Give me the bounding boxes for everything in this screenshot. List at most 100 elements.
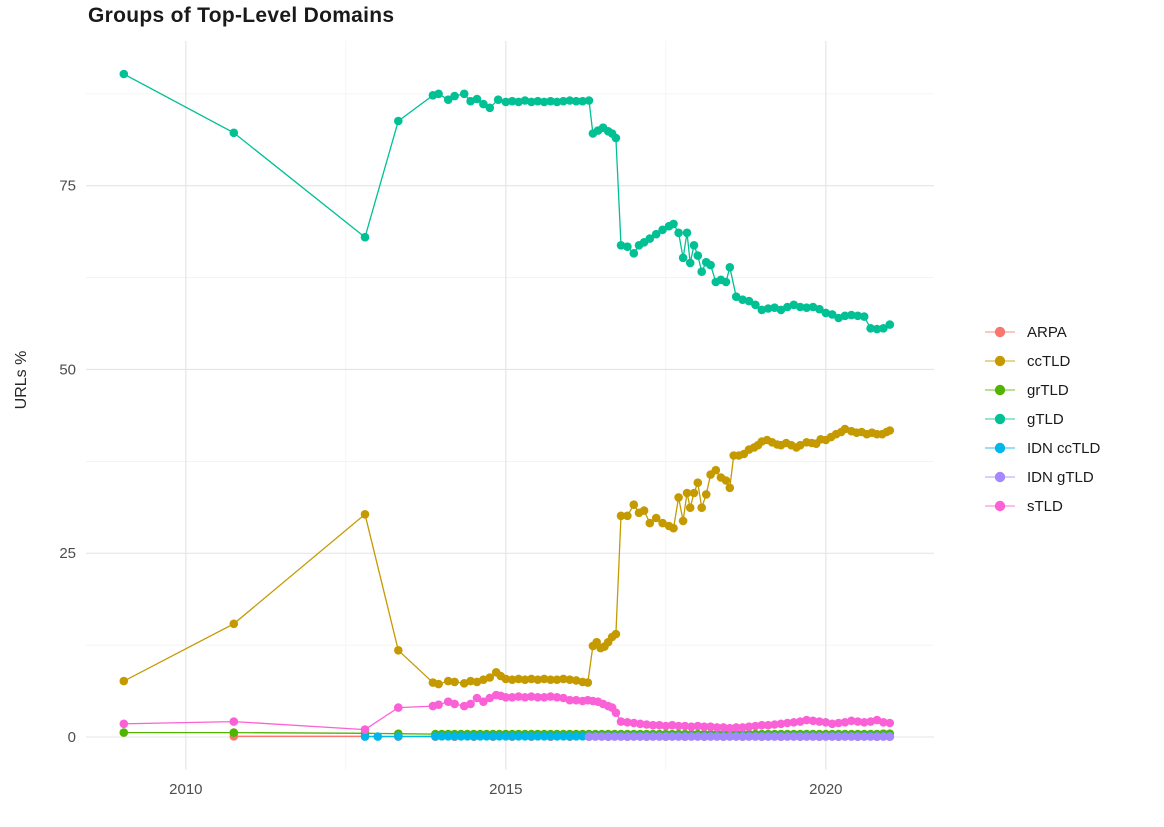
data-point: [757, 720, 767, 730]
data-point: [584, 96, 594, 105]
data-point: [678, 516, 688, 526]
data-point: [706, 260, 715, 270]
data-point: [629, 718, 639, 728]
data-point: [469, 732, 479, 741]
data-point: [827, 310, 837, 319]
gridlines: [86, 41, 934, 770]
legend-label: IDN ccTLD: [1027, 439, 1101, 457]
data-point: [808, 732, 818, 741]
data-point: [533, 96, 543, 106]
data-point: [552, 97, 562, 107]
legend-label: sTLD: [1027, 497, 1063, 515]
data-point: [776, 732, 786, 741]
y-tick-label: 75: [59, 178, 76, 195]
legend-item-gtld: gTLD: [983, 409, 1100, 429]
data-point: [847, 310, 856, 320]
legend-key-icon: [985, 500, 1015, 512]
x-tick-label: 2015: [489, 781, 522, 798]
data-point: [827, 719, 837, 729]
data-point: [840, 732, 850, 741]
data-point: [687, 722, 696, 731]
data-point: [731, 732, 741, 741]
data-point: [885, 718, 895, 728]
data-point: [699, 722, 709, 731]
data-point: [450, 677, 459, 687]
data-point: [616, 511, 626, 521]
data-point: [450, 91, 459, 101]
data-point: [651, 229, 661, 239]
data-point: [514, 692, 523, 701]
data-point: [456, 732, 466, 741]
data-point: [815, 717, 824, 726]
data-point: [693, 251, 703, 260]
data-point: [669, 219, 678, 229]
data-point: [616, 241, 626, 250]
data-point: [229, 728, 239, 737]
data-point: [783, 718, 792, 728]
data-point: [559, 674, 568, 684]
data-point: [552, 693, 562, 702]
data-point: [431, 732, 440, 741]
data-point: [119, 719, 129, 729]
data-point: [685, 258, 695, 268]
data-point: [712, 732, 722, 741]
data-point: [360, 232, 370, 242]
data-point: [578, 96, 587, 106]
data-point: [616, 717, 626, 726]
data-point: [879, 324, 888, 333]
legend-key-icon: [985, 413, 1015, 425]
data-point: [872, 732, 882, 741]
data-point: [520, 96, 530, 105]
data-point: [485, 103, 495, 113]
data-point: [514, 732, 523, 741]
data-point: [571, 732, 581, 741]
data-point: [757, 305, 767, 315]
data-point: [776, 719, 786, 729]
data-point: [623, 511, 632, 521]
data-point: [725, 263, 735, 272]
chart-title: Groups of Top-Level Domains: [88, 4, 395, 27]
data-point: [885, 426, 895, 435]
data-point: [552, 675, 562, 684]
data-point: [648, 732, 658, 741]
data-point: [815, 732, 824, 741]
data-point: [527, 692, 536, 701]
data-point: [501, 732, 511, 741]
y-tick-label: 25: [59, 545, 76, 562]
data-point: [808, 716, 818, 726]
data-point: [527, 732, 536, 741]
data-point: [693, 478, 703, 488]
data-point: [738, 732, 747, 741]
series-line: [123, 428, 891, 685]
data-point: [565, 96, 575, 105]
data-point: [834, 718, 843, 728]
data-point: [629, 732, 639, 741]
data-point: [472, 94, 482, 104]
data-point: [443, 95, 453, 104]
data-point: [527, 97, 536, 107]
data-point: [520, 732, 530, 741]
data-point: [578, 732, 587, 741]
data-point: [559, 96, 568, 106]
data-point: [731, 292, 741, 302]
data-point: [533, 675, 543, 684]
data-point: [501, 97, 511, 107]
data-point: [639, 506, 649, 515]
data-point: [443, 676, 453, 686]
series-cctld: [119, 424, 895, 689]
data-point: [475, 732, 485, 741]
legend-item-idn-cctld: IDN ccTLD: [983, 438, 1100, 458]
data-point: [685, 503, 695, 512]
data-point: [674, 228, 683, 238]
data-point: [360, 510, 370, 519]
data-point: [847, 732, 856, 741]
data-point: [450, 699, 459, 709]
legend-item-arpa: ARPA: [983, 322, 1100, 342]
data-point: [629, 249, 639, 258]
data-point: [680, 732, 690, 741]
data-point: [661, 732, 671, 741]
series-gtld: [119, 69, 895, 334]
data-point: [616, 732, 626, 741]
data-point: [712, 723, 722, 732]
